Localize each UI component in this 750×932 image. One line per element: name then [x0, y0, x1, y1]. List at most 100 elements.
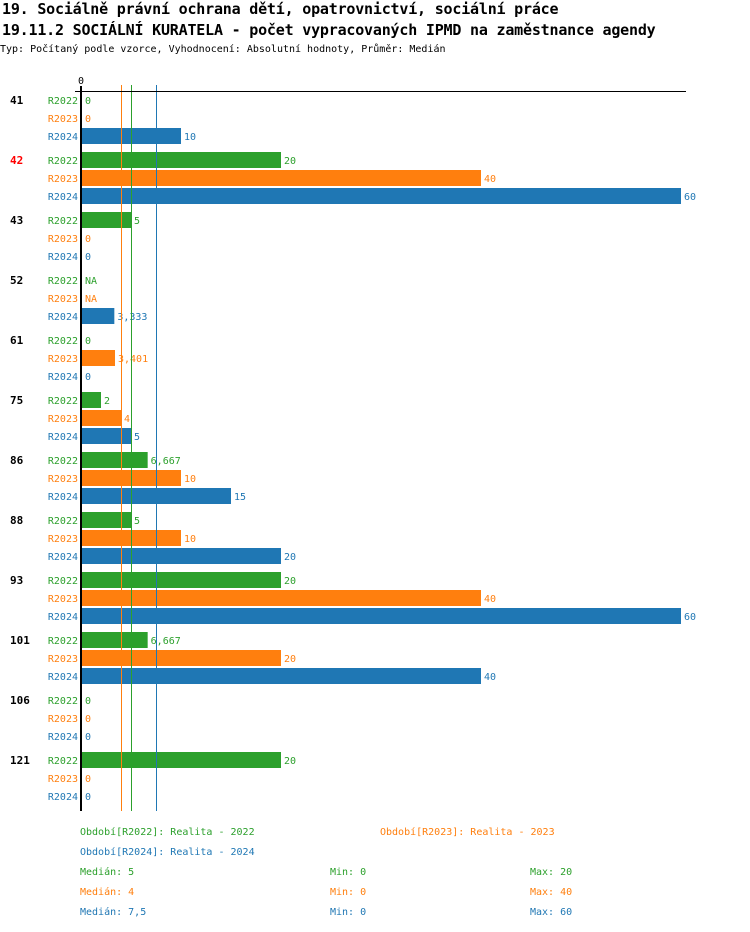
x-tick-label: 0	[78, 76, 84, 87]
bar-r2024	[82, 308, 115, 324]
series-label: R2022	[48, 396, 78, 407]
series-label: R2022	[48, 576, 78, 587]
data-label: 20	[284, 756, 296, 767]
data-label: NA	[85, 276, 97, 287]
bar-r2022	[82, 572, 281, 588]
series-label: R2022	[48, 516, 78, 527]
data-label: 20	[284, 156, 296, 167]
stat-median-r2024: Medián: 7,5	[80, 907, 147, 918]
data-label: 2	[104, 396, 110, 407]
bar-r2023	[82, 590, 481, 606]
data-label: 5	[134, 516, 140, 527]
stat-median-r2022: Medián: 5	[80, 867, 135, 878]
data-label: 10	[184, 132, 196, 143]
series-label: R2024	[48, 132, 78, 143]
data-label: 0	[85, 732, 91, 743]
data-label: 10	[184, 534, 196, 545]
data-label: 0	[85, 114, 91, 125]
bar-r2024	[82, 428, 131, 444]
data-label: 0	[85, 792, 91, 803]
stat-max-r2024: Max: 60	[530, 907, 573, 918]
bar-r2022	[82, 452, 148, 468]
series-label: R2023	[48, 114, 78, 125]
data-label: 10	[184, 474, 196, 485]
bar-r2024	[82, 608, 681, 624]
data-label: 3,333	[117, 312, 147, 323]
series-label: R2024	[48, 612, 78, 623]
data-label: 5	[134, 216, 140, 227]
bar-r2022	[82, 212, 131, 228]
series-label: R2023	[48, 774, 78, 785]
data-label: 20	[284, 654, 296, 665]
series-label: R2023	[48, 174, 78, 185]
stat-min-r2024: Min: 0	[330, 907, 367, 918]
data-label: 40	[484, 594, 496, 605]
series-label: R2024	[48, 492, 78, 503]
data-label: 15	[234, 492, 246, 503]
data-label: 3,401	[118, 354, 148, 365]
bar-r2023	[82, 410, 121, 426]
legend-r2022: Období[R2022]: Realita - 2022	[80, 827, 255, 838]
data-label: 6,667	[151, 456, 181, 467]
series-label: R2022	[48, 636, 78, 647]
data-label: 6,667	[151, 636, 181, 647]
series-label: R2022	[48, 696, 78, 707]
category-label: 86	[10, 454, 24, 467]
data-label: 40	[484, 672, 496, 683]
series-label: R2022	[48, 276, 78, 287]
data-label: 5	[134, 432, 140, 443]
category-label: 42	[10, 154, 23, 167]
series-label: R2022	[48, 336, 78, 347]
category-label: 41	[10, 94, 24, 107]
data-label: NA	[85, 294, 97, 305]
series-label: R2024	[48, 192, 78, 203]
series-label: R2022	[48, 216, 78, 227]
page-title: 19. Sociálně právní ochrana dětí, opatro…	[2, 0, 559, 18]
data-label: 4	[124, 414, 130, 425]
data-label: 60	[684, 612, 696, 623]
data-label: 0	[85, 252, 91, 263]
category-label: 43	[10, 214, 23, 227]
stat-max-r2023: Max: 40	[530, 887, 573, 898]
series-label: R2022	[48, 756, 78, 767]
bar-r2024	[82, 668, 481, 684]
series-label: R2024	[48, 732, 78, 743]
series-label: R2024	[48, 552, 78, 563]
data-label: 60	[684, 192, 696, 203]
bar-r2022	[82, 752, 281, 768]
category-label: 121	[10, 754, 30, 767]
series-label: R2024	[48, 792, 78, 803]
series-label: R2023	[48, 234, 78, 245]
series-label: R2022	[48, 456, 78, 467]
series-label: R2024	[48, 372, 78, 383]
series-label: R2024	[48, 312, 78, 323]
category-label: 75	[10, 394, 23, 407]
bar-r2022	[82, 392, 101, 408]
series-label: R2024	[48, 672, 78, 683]
series-label: R2023	[48, 354, 78, 365]
series-label: R2024	[48, 252, 78, 263]
bar-r2024	[82, 548, 281, 564]
data-label: 0	[85, 714, 91, 725]
stat-max-r2022: Max: 20	[530, 867, 573, 878]
data-label: 0	[85, 774, 91, 785]
stat-min-r2022: Min: 0	[330, 867, 367, 878]
stat-median-r2023: Medián: 4	[80, 887, 135, 898]
data-label: 0	[85, 372, 91, 383]
series-label: R2023	[48, 474, 78, 485]
series-label: R2023	[48, 294, 78, 305]
chart-title: 19.11.2 SOCIÁLNÍ KURATELA - počet vyprac…	[2, 21, 656, 39]
series-label: R2023	[48, 534, 78, 545]
data-label: 0	[85, 696, 91, 707]
legend-r2024: Období[R2024]: Realita - 2024	[80, 847, 255, 858]
category-label: 101	[10, 634, 30, 647]
data-label: 0	[85, 234, 91, 245]
bar-r2022	[82, 152, 281, 168]
chart-type-info: Typ: Počítaný podle vzorce, Vyhodnocení:…	[0, 44, 446, 55]
series-label: R2023	[48, 654, 78, 665]
bar-r2022	[82, 632, 148, 648]
series-label: R2023	[48, 594, 78, 605]
data-label: 0	[85, 336, 91, 347]
legend-r2023: Období[R2023]: Realita - 2023	[380, 827, 555, 838]
